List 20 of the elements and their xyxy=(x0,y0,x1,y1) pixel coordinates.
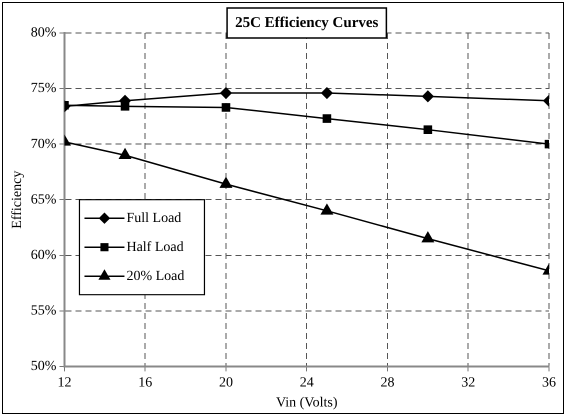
x-tick-label: 12 xyxy=(57,375,72,390)
x-tick-label: 20 xyxy=(218,375,233,390)
x-tick-label: 24 xyxy=(300,375,314,390)
legend-label: Half Load xyxy=(126,240,184,255)
x-tick-label: 16 xyxy=(138,375,152,390)
y-tick-label: 50% xyxy=(30,359,57,374)
y-tick-label: 80% xyxy=(30,26,57,41)
x-tick-label: 28 xyxy=(380,375,394,390)
y-tick-label: 75% xyxy=(30,81,57,96)
y-axis-title: Efficiency xyxy=(10,170,26,229)
legend-label: Full Load xyxy=(126,210,182,226)
y-tick-label: 60% xyxy=(30,248,57,263)
y-tick-label: 65% xyxy=(30,192,57,208)
x-axis-title: Vin (Volts) xyxy=(276,395,338,410)
y-tick-label: 70% xyxy=(30,136,57,152)
x-tick-label: 32 xyxy=(461,375,476,390)
chart-title: 25C Efficiency Curves xyxy=(235,14,379,31)
legend-label: 20% Load xyxy=(126,268,184,284)
y-tick-label: 55% xyxy=(30,304,57,319)
x-tick-label: 36 xyxy=(542,375,556,390)
